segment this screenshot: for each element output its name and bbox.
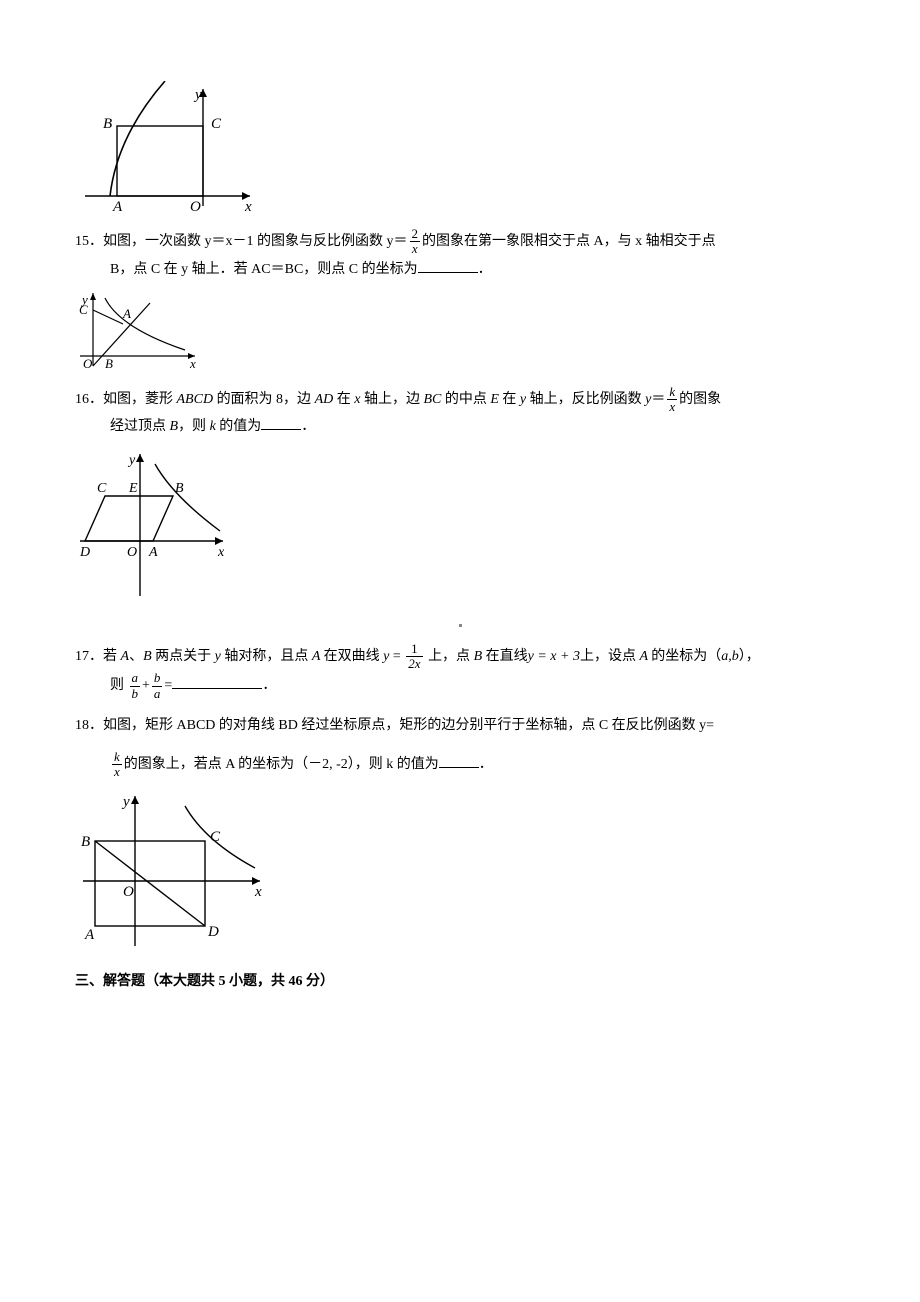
q16-blank xyxy=(261,416,301,430)
svg-text:D: D xyxy=(207,924,219,940)
q16-number: 16． xyxy=(75,392,103,407)
svg-text:y: y xyxy=(127,453,136,468)
svg-text:B: B xyxy=(81,834,90,850)
q15: 15．如图，一次函数 y＝x－1 的图象与反比例函数 y＝2x的图象在第一象限相… xyxy=(75,227,845,373)
q17-frac1: 12x xyxy=(406,642,422,672)
svg-text:A: A xyxy=(148,545,158,560)
q18-fraction: kx xyxy=(112,750,122,780)
q15-fraction: 2x xyxy=(410,227,421,257)
q15-blank xyxy=(418,259,478,273)
svg-text:C: C xyxy=(79,302,88,317)
q15-line1: 15．如图，一次函数 y＝x－1 的图象与反比例函数 y＝2x的图象在第一象限相… xyxy=(75,227,845,257)
q18-figure: y x O B C A D xyxy=(75,786,845,951)
svg-text:B: B xyxy=(175,481,184,496)
svg-text:x: x xyxy=(189,356,196,371)
svg-text:y: y xyxy=(193,87,202,103)
svg-text:E: E xyxy=(128,481,138,496)
svg-text:x: x xyxy=(244,199,252,215)
q17: 17．若 A、B 两点关于 y 轴对称，且点 A 在双曲线 y = 12x 上，… xyxy=(75,642,845,701)
svg-text:A: A xyxy=(84,927,95,943)
section3-title: 三、解答题（本大题共 5 小题，共 46 分） xyxy=(75,969,845,994)
q18-blank xyxy=(439,754,479,768)
svg-text:C: C xyxy=(211,116,222,132)
q18-svg: y x O B C A D xyxy=(75,786,275,951)
svg-text:A: A xyxy=(112,199,123,215)
q18-number: 18． xyxy=(75,718,103,733)
q17-frac-ba: ba xyxy=(152,671,163,701)
q18: 18．如图，矩形 ABCD 的对角线 BD 经过坐标原点，矩形的边分别平行于坐标… xyxy=(75,713,845,951)
svg-text:O: O xyxy=(127,545,137,560)
q15-number: 15． xyxy=(75,234,103,249)
svg-text:C: C xyxy=(210,829,221,845)
svg-text:x: x xyxy=(217,545,225,560)
svg-text:O: O xyxy=(83,356,93,371)
q17-blank xyxy=(172,675,262,689)
q17-frac-ab: ab xyxy=(130,671,141,701)
q15-text4: ． xyxy=(478,262,492,277)
svg-text:B: B xyxy=(105,356,113,371)
q15-figure: y x O C A B xyxy=(75,288,845,373)
q16-fraction: kx xyxy=(667,385,677,415)
q15-svg: y x O C A B xyxy=(75,288,205,373)
svg-text:y: y xyxy=(121,794,130,810)
q17-number: 17． xyxy=(75,649,103,664)
q15-line2: B，点 C 在 y 轴上．若 AC＝BC，则点 C 的坐标为 ． xyxy=(75,257,845,282)
q18-line2: kx的图象上，若点 A 的坐标为（－2, -2），则 k 的值为． xyxy=(75,750,845,780)
center-dot xyxy=(75,613,845,638)
svg-text:x: x xyxy=(254,884,262,900)
q16-svg: y x O A D C E B xyxy=(75,446,235,601)
q17-line1: 17．若 A、B 两点关于 y 轴对称，且点 A 在双曲线 y = 12x 上，… xyxy=(75,642,845,672)
q16: 16．如图，菱形 ABCD 的面积为 8，边 AD 在 x 轴上，边 BC 的中… xyxy=(75,385,845,601)
q18-line1: 18．如图，矩形 ABCD 的对角线 BD 经过坐标原点，矩形的边分别平行于坐标… xyxy=(75,713,845,738)
svg-text:B: B xyxy=(103,116,112,132)
q16-figure: y x O A D C E B xyxy=(75,446,845,601)
q15-text2: 的图象在第一象限相交于点 A，与 x 轴相交于点 xyxy=(422,234,716,249)
q16-line1: 16．如图，菱形 ABCD 的面积为 8，边 AD 在 x 轴上，边 BC 的中… xyxy=(75,385,845,415)
q16-line2: 经过顶点 B，则 k 的值为． xyxy=(75,414,845,439)
q15-text1: 如图，一次函数 y＝x－1 的图象与反比例函数 y＝ xyxy=(103,234,408,249)
svg-text:O: O xyxy=(190,199,201,215)
q17-line2: 则 ab+ba=． xyxy=(75,671,845,701)
q14-figure: y x A B C O xyxy=(75,81,845,221)
svg-text:A: A xyxy=(122,306,131,321)
svg-text:D: D xyxy=(79,545,90,560)
q15-text3: B，点 C 在 y 轴上．若 AC＝BC，则点 C 的坐标为 xyxy=(110,262,418,277)
q14-svg: y x A B C O xyxy=(75,81,265,221)
svg-text:C: C xyxy=(97,481,107,496)
svg-text:O: O xyxy=(123,884,134,900)
